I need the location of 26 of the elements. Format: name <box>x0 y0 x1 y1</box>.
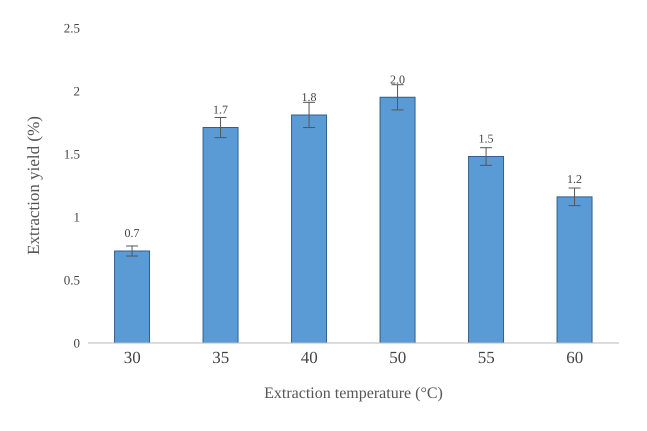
bar <box>114 250 150 343</box>
x-tick-label: 60 <box>566 348 584 368</box>
data-label: 1.8 <box>302 90 317 104</box>
y-tick-label: 0.5 <box>64 272 80 288</box>
bar <box>380 96 416 343</box>
data-label: 2.0 <box>390 72 406 86</box>
y-tick-label: 1.5 <box>64 146 80 162</box>
bar <box>202 127 239 343</box>
y-axis-title: Extraction yield (%) <box>24 116 44 255</box>
y-tick-label: 2 <box>74 84 80 99</box>
y-tick-label: 0 <box>74 336 80 351</box>
data-label: 1.5 <box>478 132 494 146</box>
bar <box>556 196 593 343</box>
y-tick-label: 2.5 <box>64 20 80 36</box>
x-tick-label: 30 <box>124 348 141 368</box>
data-label: 1.7 <box>213 102 228 117</box>
x-axis-title: Extraction temperature (°C) <box>264 385 443 402</box>
x-tick-label: 35 <box>212 348 230 368</box>
data-label: 1.2 <box>567 172 582 186</box>
x-tick-label: 50 <box>389 348 406 368</box>
x-tick-label: 40 <box>300 348 318 368</box>
bar <box>291 114 328 343</box>
x-tick-label: 55 <box>478 348 495 368</box>
bar <box>468 156 504 343</box>
data-label: 0.7 <box>124 226 140 240</box>
y-tick-label: 1 <box>74 210 80 225</box>
